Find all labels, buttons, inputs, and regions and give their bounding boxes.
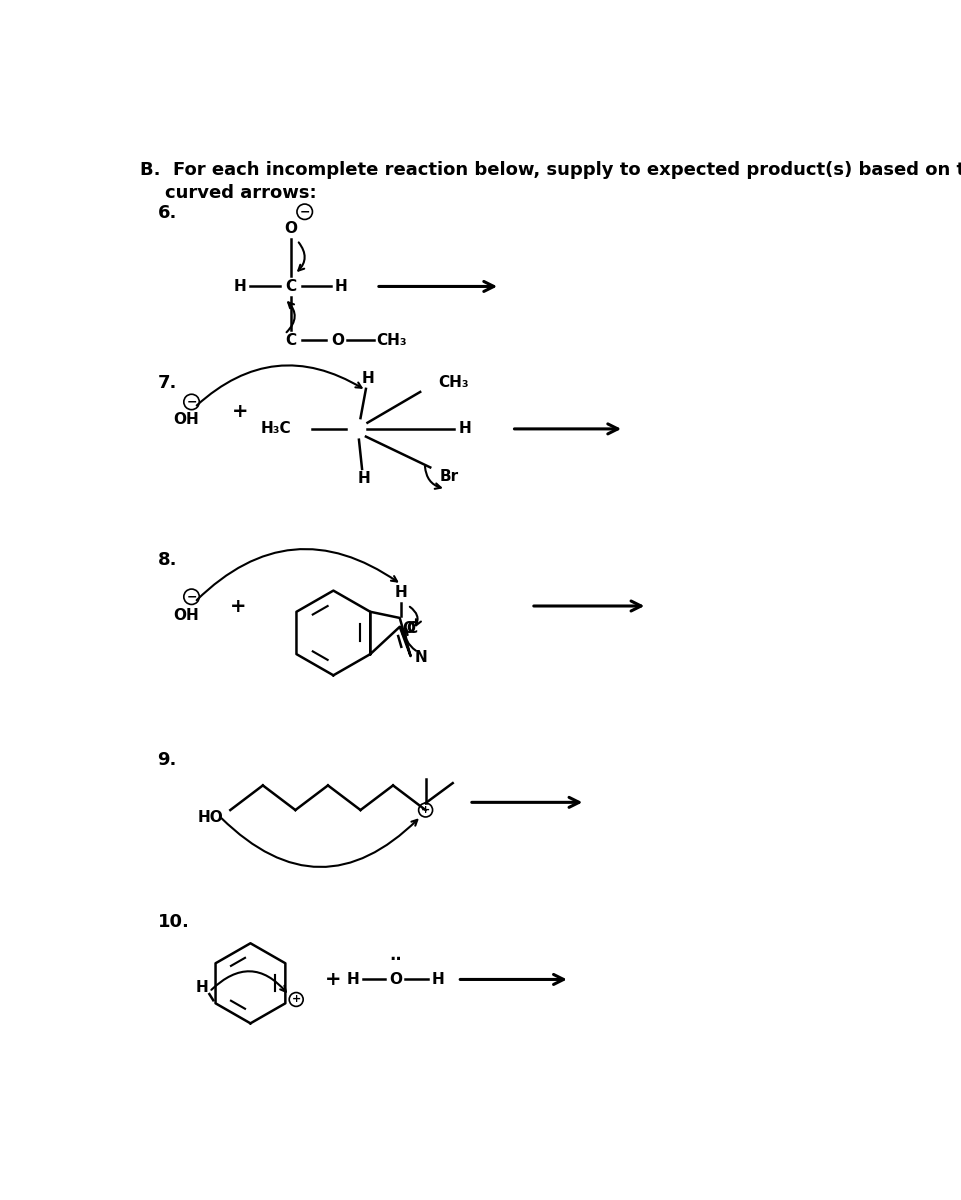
Text: +: + bbox=[232, 402, 248, 421]
Text: C: C bbox=[284, 332, 296, 348]
Text: H: H bbox=[361, 371, 374, 386]
Text: H: H bbox=[334, 278, 347, 294]
Text: C: C bbox=[407, 620, 417, 636]
Text: C: C bbox=[284, 278, 296, 294]
Text: OH: OH bbox=[173, 607, 199, 623]
Text: CH₃: CH₃ bbox=[437, 376, 468, 390]
Text: 10.: 10. bbox=[158, 913, 189, 931]
Text: HO: HO bbox=[198, 810, 223, 826]
Text: −: − bbox=[186, 396, 197, 408]
Text: B.  For each incomplete reaction below, supply to expected product(s) based on t: B. For each incomplete reaction below, s… bbox=[139, 161, 961, 179]
Text: curved arrows:: curved arrows: bbox=[139, 184, 316, 202]
Text: O: O bbox=[283, 221, 297, 236]
Text: −: − bbox=[186, 590, 197, 604]
Text: +: + bbox=[325, 970, 341, 989]
Text: CH₃: CH₃ bbox=[376, 332, 407, 348]
Text: +: + bbox=[291, 995, 301, 1004]
Text: H: H bbox=[395, 584, 407, 600]
Text: ⋅⋅: ⋅⋅ bbox=[388, 950, 402, 968]
Text: H: H bbox=[458, 421, 471, 437]
Text: +: + bbox=[230, 596, 246, 616]
Text: H: H bbox=[195, 980, 208, 996]
Text: H: H bbox=[431, 972, 444, 986]
Text: N: N bbox=[414, 650, 428, 665]
Text: O: O bbox=[331, 332, 343, 348]
Text: 6.: 6. bbox=[158, 204, 177, 222]
Text: 8.: 8. bbox=[158, 551, 177, 569]
Text: O: O bbox=[402, 622, 415, 636]
Text: H: H bbox=[234, 278, 246, 294]
Text: H: H bbox=[346, 972, 358, 986]
Text: +: + bbox=[421, 805, 430, 815]
Text: Br: Br bbox=[439, 469, 458, 484]
Text: O: O bbox=[388, 972, 402, 986]
Text: H: H bbox=[357, 472, 370, 486]
Text: OH: OH bbox=[173, 412, 199, 427]
Text: 7.: 7. bbox=[158, 373, 177, 391]
Text: −: − bbox=[299, 205, 309, 218]
Text: 9.: 9. bbox=[158, 751, 177, 769]
Text: H₃C: H₃C bbox=[259, 421, 290, 437]
